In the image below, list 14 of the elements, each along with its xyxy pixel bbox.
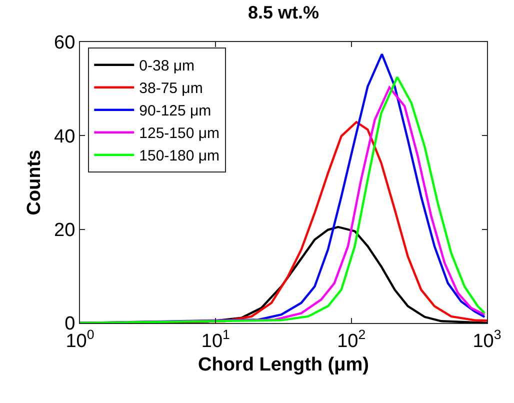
y-tick-label: 40: [54, 126, 76, 148]
x-tick-label: 10$^{1}$: [201, 326, 230, 352]
legend-label: 38-75 μm: [139, 80, 203, 98]
chart-title: 8.5 wt.%: [248, 2, 320, 23]
legend-label: 90-125 μm: [139, 102, 212, 120]
legend-label: 150-180 μm: [139, 148, 220, 165]
legend-label: 125-150 μm: [139, 125, 220, 142]
y-tick-label: 60: [54, 32, 76, 54]
y-axis-title: Counts: [24, 150, 45, 216]
legend-label: 0-38 μm: [139, 58, 194, 75]
x-tick-label: 10$^{2}$: [337, 326, 366, 352]
y-tick-label: 20: [54, 220, 76, 241]
x-axis-title: Chord Length (μm): [198, 354, 369, 376]
x-tick-label: 10$^{3}$: [472, 326, 502, 352]
